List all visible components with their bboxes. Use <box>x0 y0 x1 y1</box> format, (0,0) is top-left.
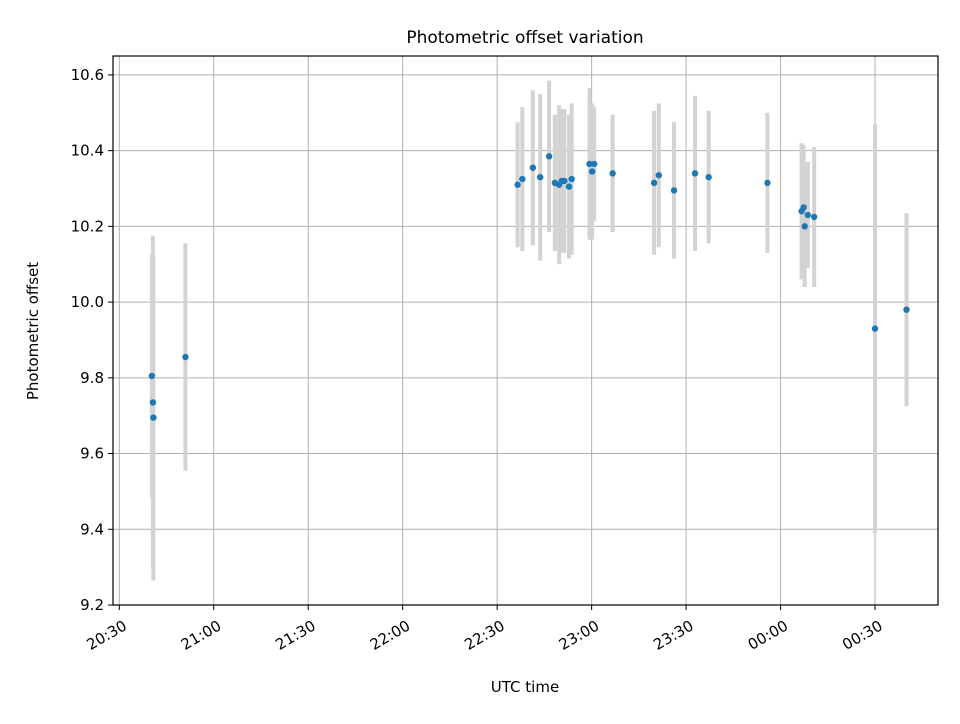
data-point <box>650 179 658 187</box>
y-tick-label: 9.4 <box>80 520 104 538</box>
data-point <box>148 372 156 380</box>
data-point <box>655 172 663 179</box>
data-point <box>691 170 699 177</box>
data-point <box>609 170 616 177</box>
data-point <box>801 223 808 230</box>
data-point <box>800 204 807 211</box>
y-tick-label: 10.0 <box>71 293 104 311</box>
y-tick-label: 10.2 <box>71 217 104 235</box>
data-point <box>150 414 157 421</box>
data-point <box>591 160 598 168</box>
y-tick-label: 9.2 <box>80 596 104 614</box>
data-point <box>588 168 596 175</box>
data-point <box>903 306 910 313</box>
data-point <box>514 181 521 188</box>
data-point <box>561 177 568 185</box>
y-axis-label: Photometric offset <box>24 262 42 400</box>
y-tick-label: 9.8 <box>80 369 104 387</box>
y-tick-label: 10.6 <box>71 66 104 84</box>
data-point <box>871 325 879 332</box>
data-point <box>182 353 189 361</box>
data-point <box>705 173 712 181</box>
x-axis-label: UTC time <box>491 678 559 696</box>
plot-frame <box>112 55 939 606</box>
data-point <box>586 160 593 168</box>
data-point <box>568 175 575 183</box>
data-point <box>810 213 818 221</box>
data-point <box>529 164 537 171</box>
y-axis-ticks: 9.2 9.4 9.6 9.8 10.0 10.2 10.4 10.6 <box>71 66 113 614</box>
chart-title: Photometric offset variation <box>406 28 643 48</box>
data-point <box>804 211 812 219</box>
y-tick-label: 10.4 <box>71 142 104 160</box>
data-point <box>764 179 771 187</box>
data-point <box>670 187 678 194</box>
y-tick-label: 9.6 <box>80 445 104 463</box>
data-point <box>545 153 553 160</box>
data-point <box>536 173 544 181</box>
data-markers <box>148 153 910 421</box>
data-point <box>519 175 526 183</box>
data-point <box>565 183 573 190</box>
data-point <box>149 399 157 406</box>
